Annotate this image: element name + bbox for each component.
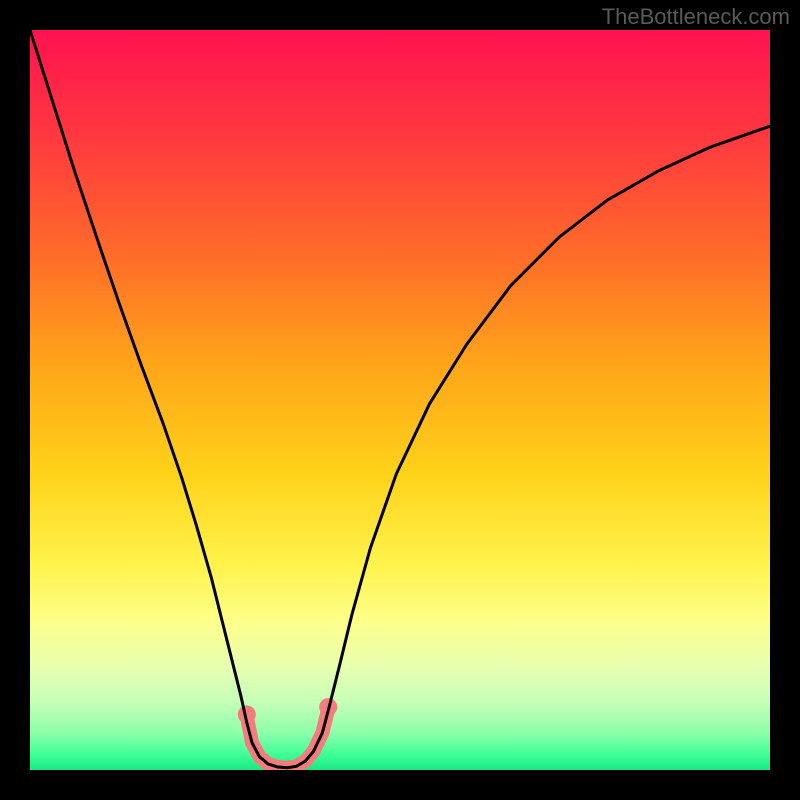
chart-frame: TheBottleneck.com bbox=[0, 0, 800, 800]
watermark-text: TheBottleneck.com bbox=[602, 4, 790, 30]
curve-layer bbox=[30, 30, 770, 770]
plot-area bbox=[30, 30, 770, 770]
bottleneck-curve bbox=[30, 30, 770, 768]
highlight-marker-segment bbox=[247, 709, 328, 767]
